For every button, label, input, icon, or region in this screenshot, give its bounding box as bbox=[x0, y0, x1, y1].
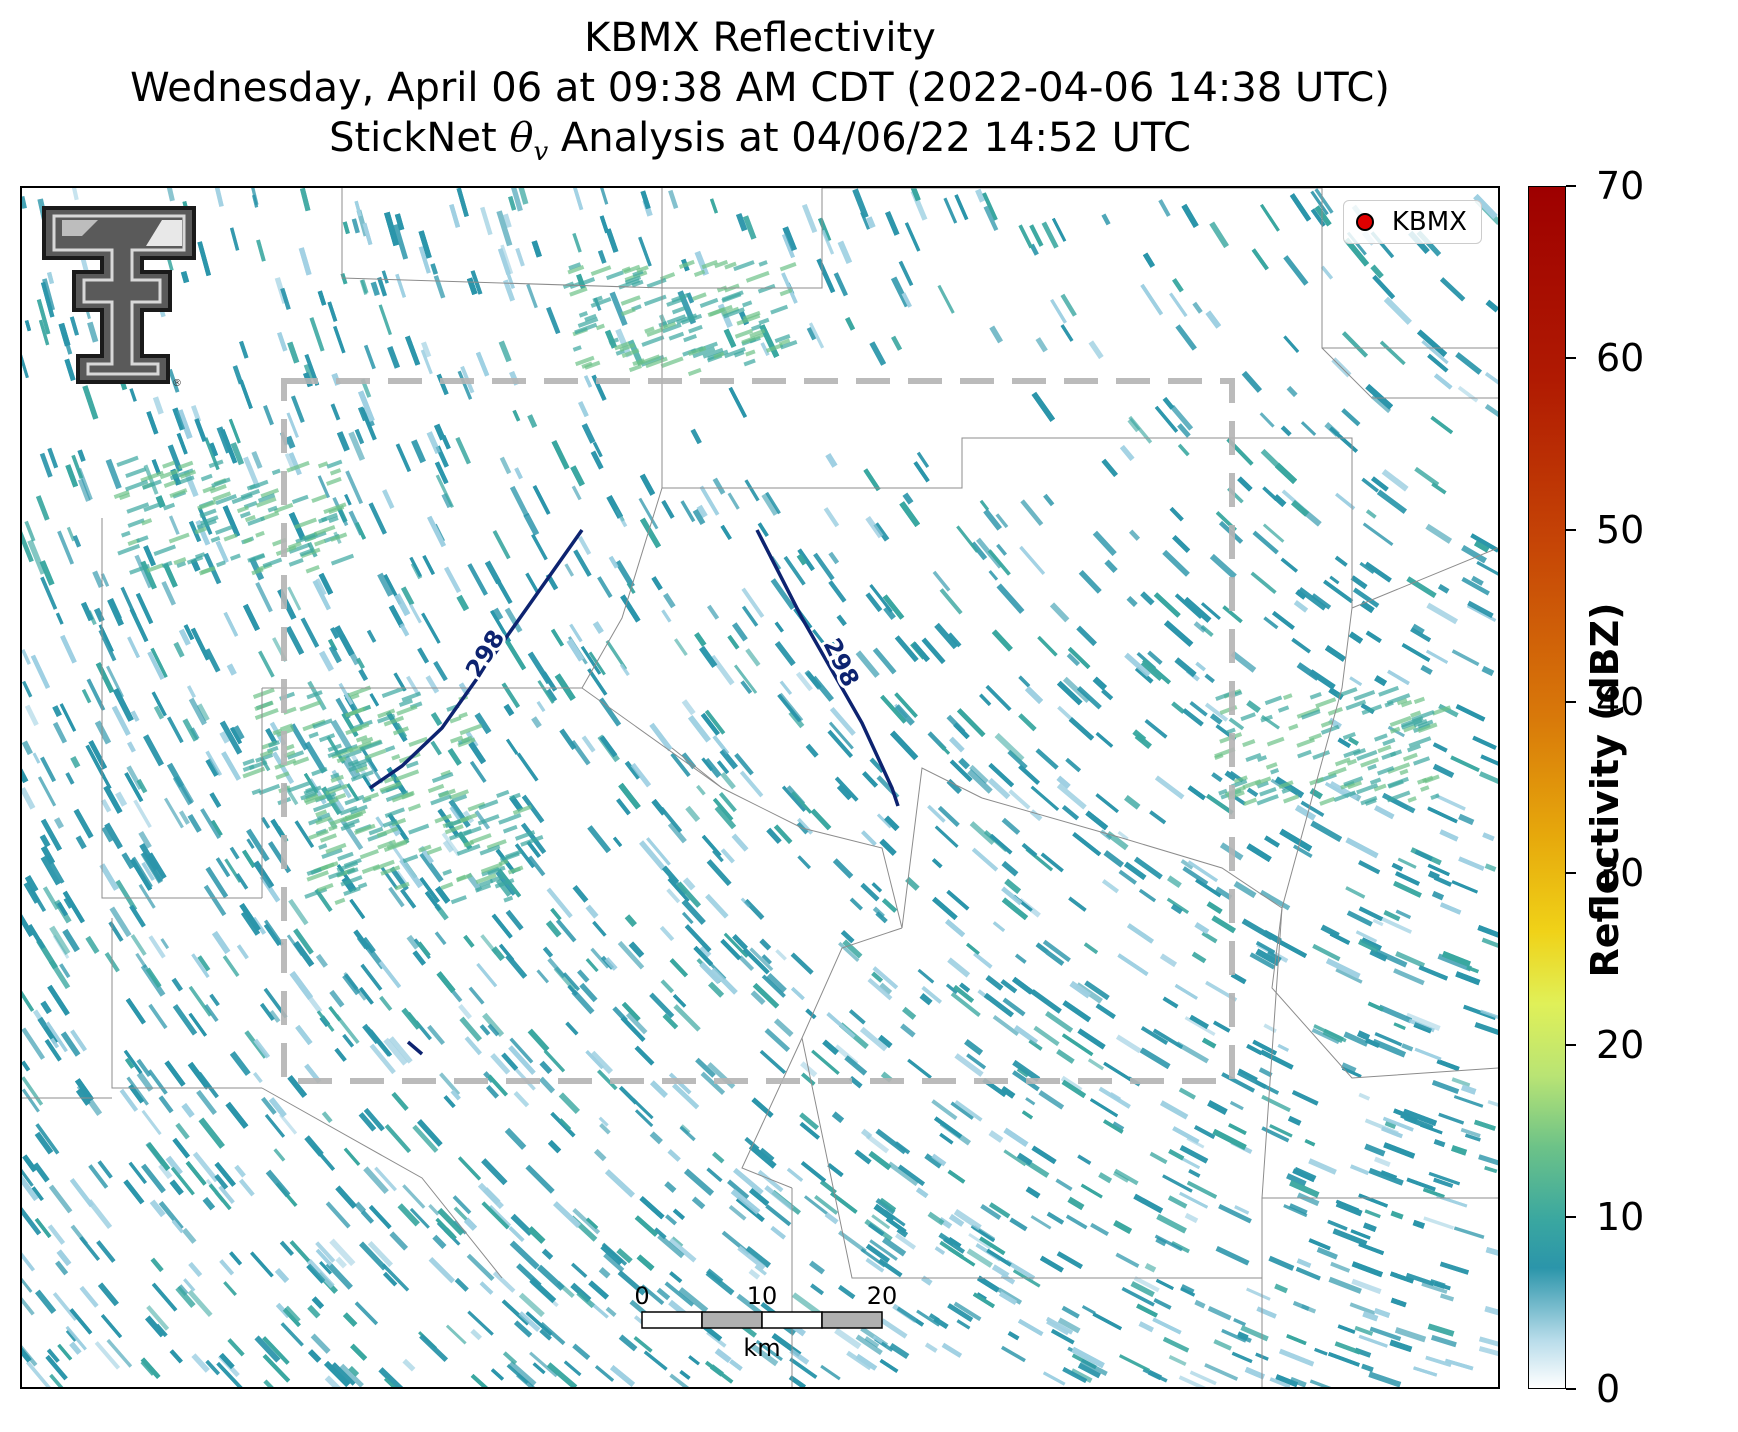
colorbar-tick-label: 50 bbox=[1596, 507, 1645, 552]
colorbar-tick-mark bbox=[1566, 185, 1576, 187]
contour-label-east: 298 bbox=[818, 634, 865, 691]
scale-bar: 0 10 20 km bbox=[634, 1282, 897, 1362]
radar-map-canvas: 298 298 0 10 20 km ® bbox=[22, 188, 1498, 1387]
kbmx-marker-icon bbox=[1355, 213, 1374, 231]
contour-line-west bbox=[369, 528, 584, 790]
scale-tick-20: 20 bbox=[867, 1282, 898, 1310]
colorbar-tick-label: 10 bbox=[1596, 1195, 1645, 1240]
colorbar-tick-label: 0 bbox=[1596, 1367, 1621, 1411]
colorbar-tick-mark bbox=[1566, 528, 1576, 531]
contour-label-west: 298 bbox=[460, 625, 510, 682]
analysis-domain-box bbox=[281, 378, 1235, 1084]
colorbar-tick-label: 60 bbox=[1596, 335, 1645, 380]
svg-text:®: ® bbox=[172, 378, 182, 389]
colorbar-title: Reflectivity (dBZ) bbox=[1583, 602, 1627, 978]
contour-fragment bbox=[406, 1040, 424, 1056]
theta-v-contours bbox=[369, 528, 900, 1056]
colorbar-tick-mark bbox=[1566, 1216, 1576, 1219]
colorbar-tick-mark bbox=[1566, 1044, 1576, 1047]
map-subtitle-analysis: StickNet θv Analysis at 04/06/22 14:52 U… bbox=[329, 115, 1191, 167]
contour-line-east bbox=[755, 529, 900, 807]
colorbar-tick-label: 40 bbox=[1596, 679, 1645, 724]
reflectivity-echoes bbox=[22, 188, 1498, 1387]
county-boundaries bbox=[22, 188, 1498, 1387]
colorbar-tick-label: 20 bbox=[1596, 1023, 1645, 1068]
colorbar-tick-mark bbox=[1566, 1388, 1576, 1390]
colorbar-tick-mark bbox=[1566, 872, 1576, 875]
reflectivity-colorbar bbox=[1528, 186, 1566, 1389]
map-subtitle-time: Wednesday, April 06 at 09:38 AM CDT (202… bbox=[130, 65, 1390, 111]
radar-map[interactable]: 298 298 0 10 20 km ® KBMX bbox=[20, 186, 1500, 1389]
scale-tick-0: 0 bbox=[634, 1282, 649, 1310]
colorbar-tick-mark bbox=[1566, 700, 1576, 703]
colorbar-tick-label: 30 bbox=[1596, 851, 1645, 896]
scale-tick-10: 10 bbox=[747, 1282, 778, 1310]
map-legend: KBMX bbox=[1342, 200, 1482, 244]
legend-label: KBMX bbox=[1391, 207, 1467, 237]
texas-tech-double-t-logo: ® bbox=[42, 206, 196, 389]
colorbar-tick-label: 70 bbox=[1596, 164, 1645, 208]
map-title: KBMX Reflectivity bbox=[584, 15, 936, 61]
colorbar-tick-mark bbox=[1566, 356, 1576, 359]
scale-unit: km bbox=[743, 1334, 780, 1362]
